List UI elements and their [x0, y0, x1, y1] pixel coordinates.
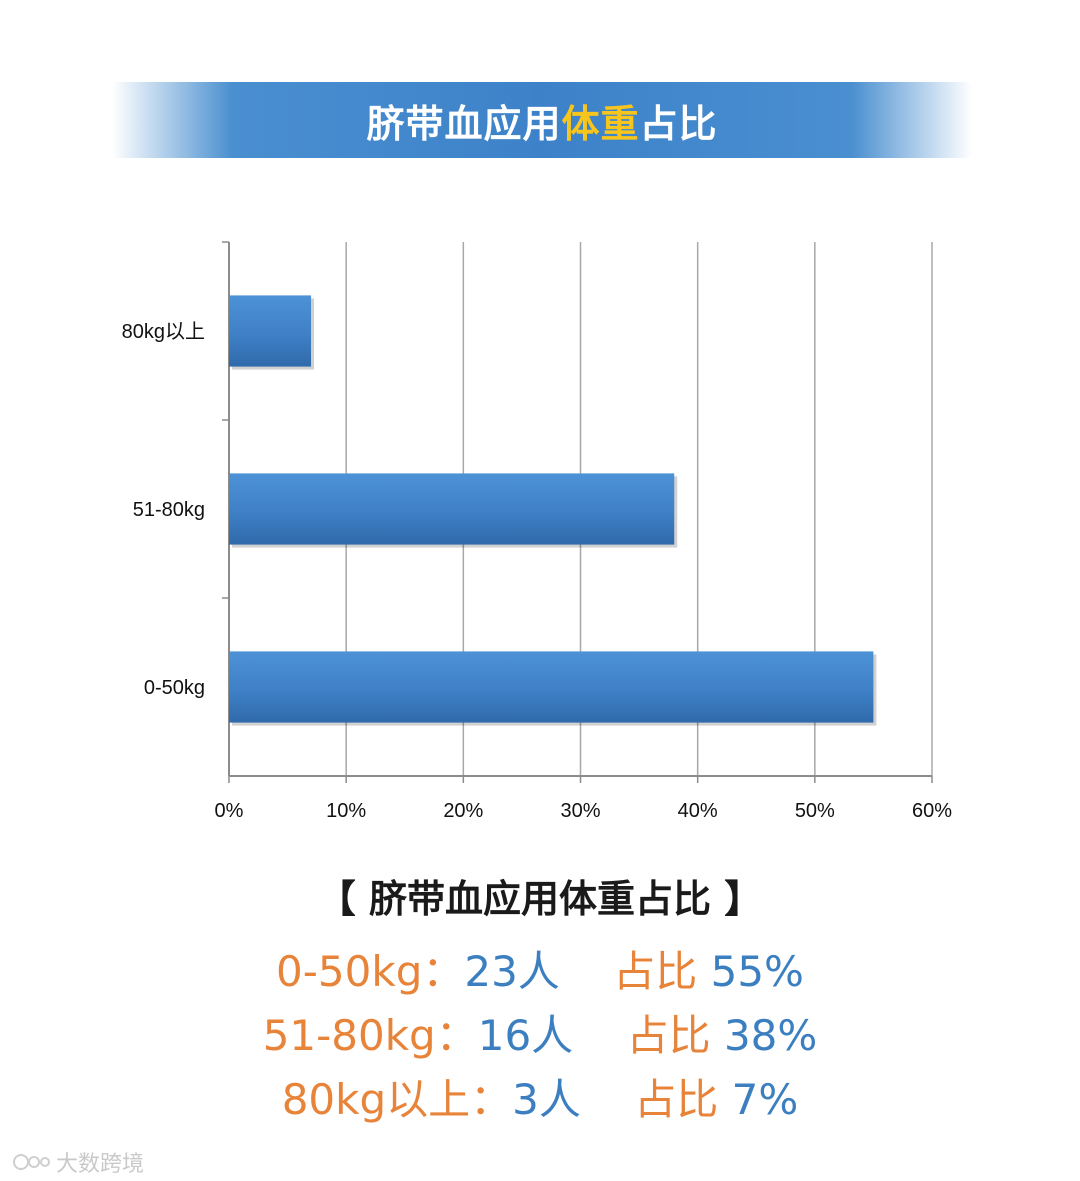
- title-highlight: 体重: [561, 101, 640, 146]
- stat-count: 23人: [464, 947, 560, 996]
- category-label: 80kg以上: [122, 320, 205, 343]
- stat-row-0-50: 0-50kg：23人 占比 55%: [0, 938, 1080, 999]
- stat-percent: 7%: [731, 1075, 799, 1124]
- bars: [229, 295, 877, 726]
- summary-title: 【 脐带血应用体重占比 】: [317, 877, 763, 921]
- page-title: 脐带血应用体重占比: [366, 93, 717, 148]
- bar-chart: 0% 10% 20% 30% 40% 50% 60% 80kg以上 51-80kg 0-50kg: [122, 241, 953, 822]
- category-label: 51-80kg: [133, 499, 205, 521]
- watermark: 大数跨境: [12, 1146, 144, 1178]
- bar: [229, 295, 312, 367]
- stat-count: 16人: [477, 1011, 574, 1060]
- stat-percent: 55%: [710, 947, 804, 996]
- title-part1: 脐带血应用: [366, 101, 562, 146]
- stat-range: 0-50kg：: [276, 947, 465, 996]
- title-banner: 脐带血应用体重占比: [112, 82, 972, 158]
- watermark-text: 大数跨境: [56, 1152, 145, 1177]
- stat-row-80plus: 80kg以上：3人 占比 7%: [0, 1066, 1080, 1127]
- title-part2: 占比: [639, 101, 718, 146]
- stat-percent: 38%: [723, 1011, 818, 1060]
- stat-range: 80kg以上：: [281, 1075, 513, 1124]
- x-tick-label: 0%: [215, 800, 244, 822]
- x-tick-label: 20%: [443, 800, 483, 822]
- bar: [229, 473, 675, 545]
- x-tick-label: 10%: [326, 800, 366, 822]
- stat-row-51-80: 51-80kg：16人 占比 38%: [0, 1002, 1080, 1063]
- x-tick-label: 50%: [795, 800, 835, 822]
- stat-label: 占比: [613, 947, 698, 996]
- stat-range: 51-80kg：: [262, 1011, 478, 1060]
- x-tick-label: 60%: [912, 800, 952, 822]
- x-tick-label: 30%: [560, 800, 600, 822]
- x-tick-label: 40%: [678, 800, 718, 822]
- stat-label: 占比: [626, 1011, 711, 1060]
- category-label: 0-50kg: [144, 677, 205, 699]
- watermark-logo-icon: [13, 1154, 50, 1170]
- stat-label: 占比: [634, 1075, 719, 1124]
- stat-count: 3人: [512, 1075, 581, 1124]
- axis-labels: 0% 10% 20% 30% 40% 50% 60% 80kg以上 51-80kg 0-50kg: [122, 320, 953, 822]
- bar: [229, 651, 874, 723]
